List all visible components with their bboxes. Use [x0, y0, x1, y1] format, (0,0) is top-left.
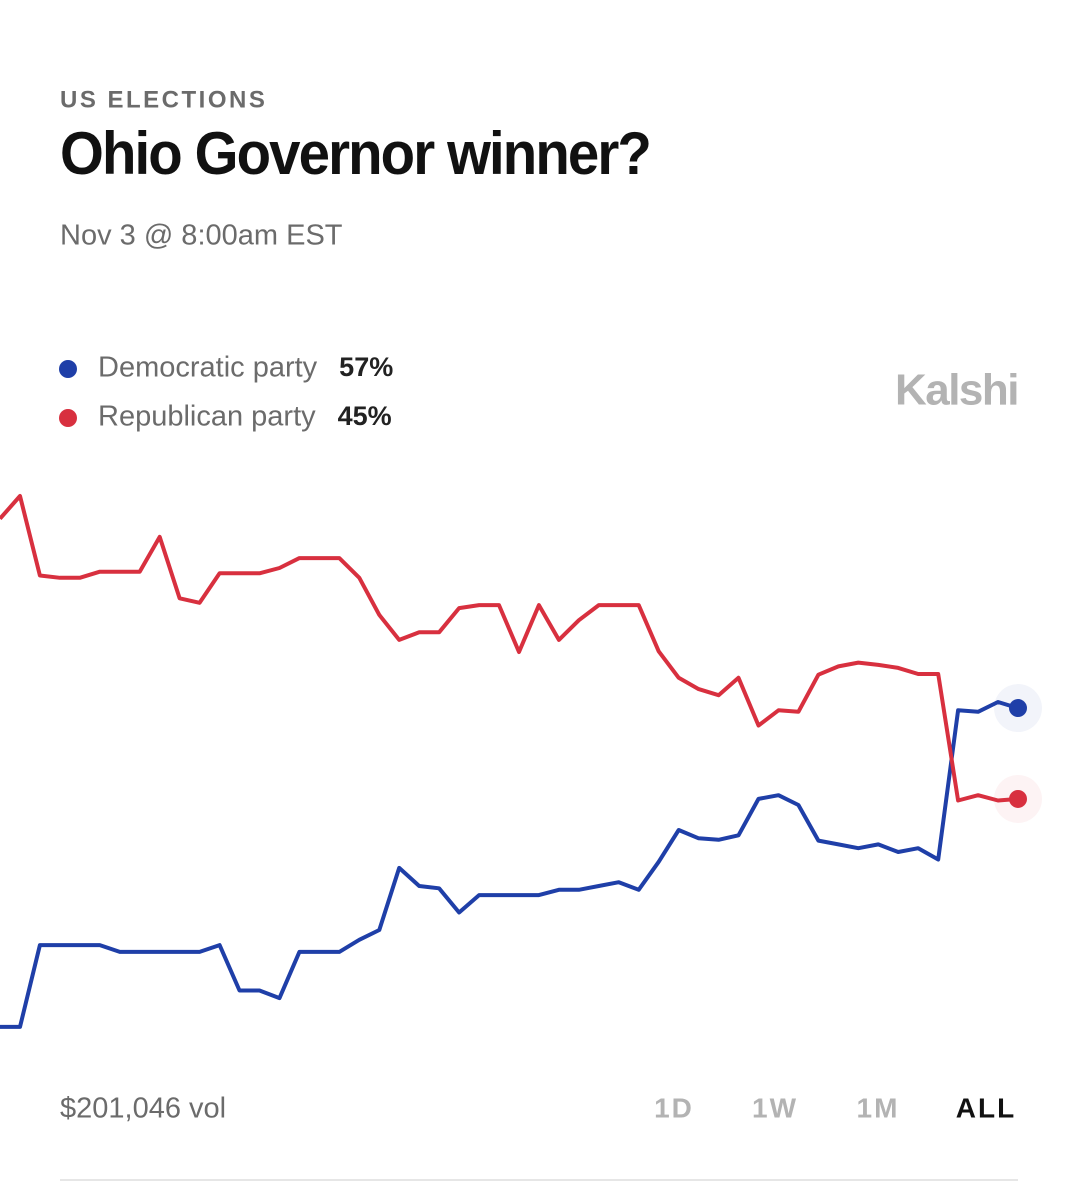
range-button[interactable]: ALL	[956, 1092, 1016, 1123]
plot-area	[0, 494, 1042, 1029]
legend-swatch	[59, 409, 77, 427]
chart-title: Ohio Governor winner?	[60, 120, 650, 187]
range-selector: 1D 1W 1M ALL	[654, 1092, 1016, 1123]
legend-label: Democratic party	[98, 352, 318, 384]
series-line	[0, 700, 1019, 1029]
category-label: US ELECTIONS	[60, 86, 267, 113]
legend: Democratic party 57% Republican party 45%	[59, 352, 393, 433]
range-button[interactable]: 1D	[654, 1092, 694, 1123]
end-dot	[1009, 789, 1027, 808]
legend-label: Republican party	[98, 401, 316, 433]
range-button[interactable]: 1W	[752, 1092, 798, 1123]
chart-subtitle: Nov 3 @ 8:00am EST	[60, 220, 343, 252]
range-button[interactable]: 1M	[857, 1092, 900, 1123]
legend-value: 57%	[339, 352, 393, 382]
series-line	[0, 494, 1019, 803]
end-dot	[1009, 699, 1027, 718]
volume-label: $201,046 vol	[60, 1093, 226, 1125]
brand-logo: Kalshi	[895, 366, 1018, 415]
legend-swatch	[59, 360, 77, 378]
legend-value: 45%	[338, 401, 392, 431]
